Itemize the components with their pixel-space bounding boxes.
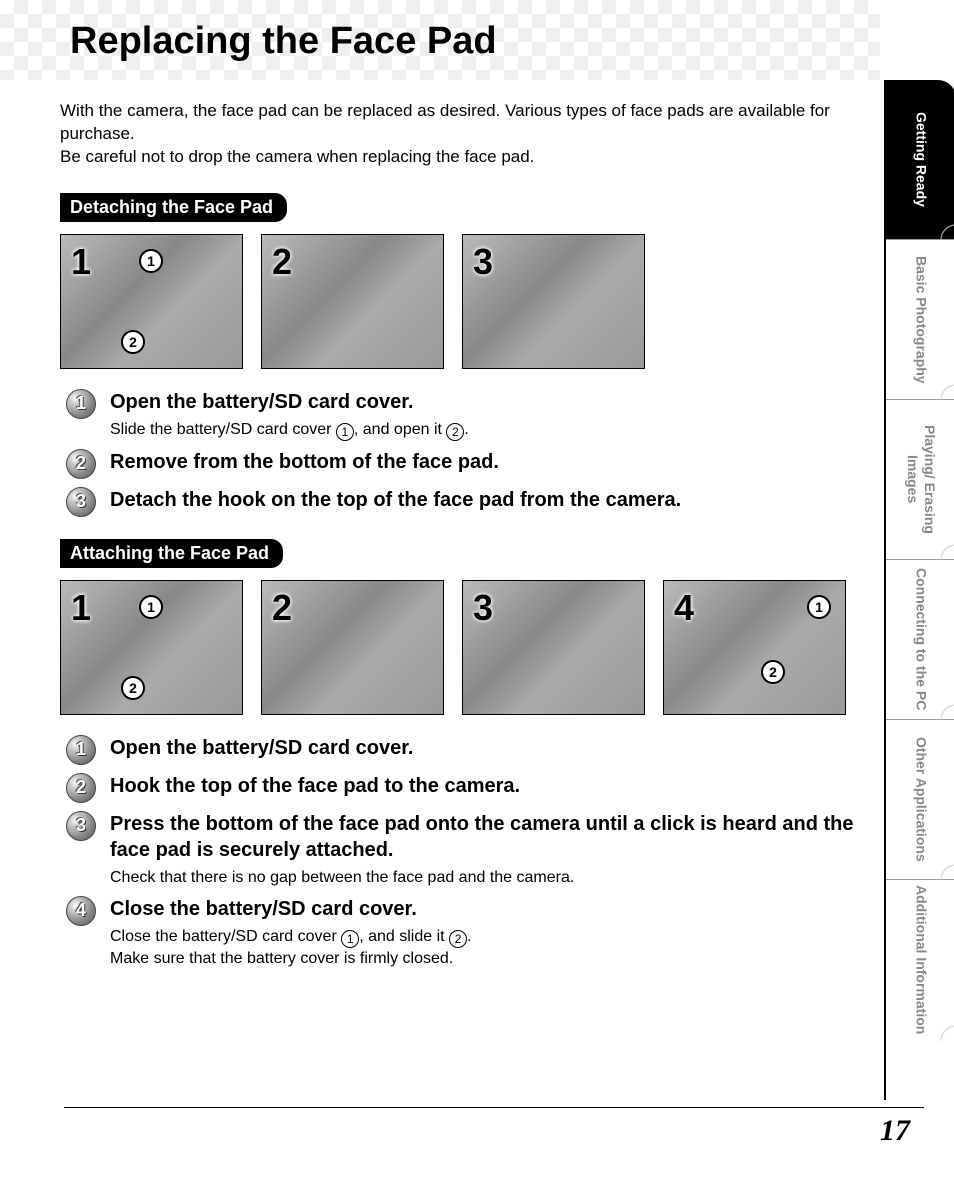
- attach-step-1: 1 Open the battery/SD card cover.: [66, 735, 860, 765]
- tab-label: Playing/ Erasing Images: [904, 400, 938, 559]
- detach-step-2: 2 Remove from the bottom of the face pad…: [66, 449, 860, 479]
- intro-line-1: With the camera, the face pad can be rep…: [60, 101, 830, 143]
- page-number: 17: [880, 1114, 910, 1148]
- tab-additional-information[interactable]: Additional Information: [886, 880, 954, 1040]
- attach-step-3: 3 Press the bottom of the face pad onto …: [66, 811, 860, 889]
- step-body: Hook the top of the face pad to the came…: [110, 773, 860, 799]
- step-number: 2: [76, 453, 86, 474]
- tab-basic-photography[interactable]: Basic Photography: [886, 240, 954, 400]
- photo-annotation-2: 2: [121, 330, 145, 354]
- photo-annotation-2: 2: [121, 676, 145, 700]
- step-title: Remove from the bottom of the face pad.: [110, 449, 860, 475]
- photo-number: 1: [71, 241, 91, 283]
- step-text: Check that there is no gap between the f…: [110, 867, 860, 889]
- inline-ref-1: 1: [341, 930, 359, 948]
- detach-photo-row: 1 1 2 2 3: [60, 234, 860, 369]
- page-footer-rule: [64, 1107, 924, 1108]
- step-text-part: , and open it: [354, 421, 447, 438]
- attach-photo-3: 3: [462, 580, 645, 715]
- step-number-icon: 1: [66, 735, 96, 765]
- photo-annotation-1: 1: [807, 595, 831, 619]
- tab-label: Additional Information: [913, 885, 930, 1034]
- attach-steps: 1 Open the battery/SD card cover. 2 Hook…: [66, 735, 860, 970]
- step-title: Open the battery/SD card cover.: [110, 735, 860, 761]
- detach-steps: 1 Open the battery/SD card cover. Slide …: [66, 389, 860, 517]
- step-title: Close the battery/SD card cover.: [110, 896, 860, 922]
- photo-number: 2: [272, 241, 292, 283]
- step-body: Open the battery/SD card cover.: [110, 735, 860, 761]
- step-text-part: Slide the battery/SD card cover: [110, 421, 336, 438]
- step-body: Close the battery/SD card cover. Close t…: [110, 896, 860, 970]
- step-number-icon: 3: [66, 811, 96, 841]
- tab-getting-ready[interactable]: Getting Ready: [886, 80, 954, 240]
- section-header-attach: Attaching the Face Pad: [60, 539, 283, 568]
- tab-label: Basic Photography: [913, 256, 930, 384]
- tab-label: Getting Ready: [913, 112, 930, 207]
- step-number: 3: [76, 815, 86, 836]
- detach-photo-2: 2: [261, 234, 444, 369]
- step-body: Detach the hook on the top of the face p…: [110, 487, 860, 513]
- inline-ref-1: 1: [336, 423, 354, 441]
- step-number-icon: 4: [66, 896, 96, 926]
- step-title: Detach the hook on the top of the face p…: [110, 487, 860, 513]
- step-text-part: .: [467, 928, 471, 945]
- step-number-icon: 1: [66, 389, 96, 419]
- tab-playing-erasing[interactable]: Playing/ Erasing Images: [886, 400, 954, 560]
- section-tabs-sidebar: Getting Ready Basic Photography Playing/…: [884, 80, 954, 1100]
- tab-label: Connecting to the PC: [913, 568, 930, 710]
- intro-paragraph: With the camera, the face pad can be rep…: [60, 100, 860, 169]
- step-title: Hook the top of the face pad to the came…: [110, 773, 860, 799]
- tab-label: Other Applications: [913, 737, 930, 862]
- step-number: 1: [76, 739, 86, 760]
- step-body: Open the battery/SD card cover. Slide th…: [110, 389, 860, 441]
- step-number-icon: 2: [66, 449, 96, 479]
- step-text-line2: Make sure that the battery cover is firm…: [110, 950, 453, 967]
- photo-number: 3: [473, 587, 493, 629]
- step-text: Close the battery/SD card cover 1, and s…: [110, 926, 860, 970]
- attach-step-4: 4 Close the battery/SD card cover. Close…: [66, 896, 860, 970]
- detach-step-1: 1 Open the battery/SD card cover. Slide …: [66, 389, 860, 441]
- photo-annotation-1: 1: [139, 595, 163, 619]
- main-content: With the camera, the face pad can be rep…: [60, 100, 860, 978]
- photo-annotation-1: 1: [139, 249, 163, 273]
- inline-ref-2: 2: [446, 423, 464, 441]
- step-text-part: .: [464, 421, 468, 438]
- step-number-icon: 2: [66, 773, 96, 803]
- step-text-part: , and slide it: [359, 928, 449, 945]
- detach-step-3: 3 Detach the hook on the top of the face…: [66, 487, 860, 517]
- detach-photo-1: 1 1 2: [60, 234, 243, 369]
- intro-line-2: Be careful not to drop the camera when r…: [60, 147, 534, 166]
- attach-photo-4: 4 1 2: [663, 580, 846, 715]
- photo-number: 3: [473, 241, 493, 283]
- attach-photo-1: 1 1 2: [60, 580, 243, 715]
- photo-number: 1: [71, 587, 91, 629]
- step-number: 3: [76, 491, 86, 512]
- page-title: Replacing the Face Pad: [70, 20, 497, 63]
- step-text-part: Close the battery/SD card cover: [110, 928, 341, 945]
- detach-photo-3: 3: [462, 234, 645, 369]
- step-number: 1: [76, 393, 86, 414]
- step-body: Remove from the bottom of the face pad.: [110, 449, 860, 475]
- tab-other-applications[interactable]: Other Applications: [886, 720, 954, 880]
- inline-ref-2: 2: [449, 930, 467, 948]
- step-title: Press the bottom of the face pad onto th…: [110, 811, 860, 863]
- step-number: 2: [76, 777, 86, 798]
- photo-annotation-2: 2: [761, 660, 785, 684]
- step-number-icon: 3: [66, 487, 96, 517]
- photo-number: 2: [272, 587, 292, 629]
- attach-photo-row: 1 1 2 2 3 4 1 2: [60, 580, 860, 715]
- attach-step-2: 2 Hook the top of the face pad to the ca…: [66, 773, 860, 803]
- photo-number: 4: [674, 587, 694, 629]
- section-header-detach: Detaching the Face Pad: [60, 193, 287, 222]
- step-text: Slide the battery/SD card cover 1, and o…: [110, 419, 860, 441]
- attach-photo-2: 2: [261, 580, 444, 715]
- step-body: Press the bottom of the face pad onto th…: [110, 811, 860, 889]
- step-number: 4: [76, 900, 86, 921]
- step-title: Open the battery/SD card cover.: [110, 389, 860, 415]
- tab-connecting-pc[interactable]: Connecting to the PC: [886, 560, 954, 720]
